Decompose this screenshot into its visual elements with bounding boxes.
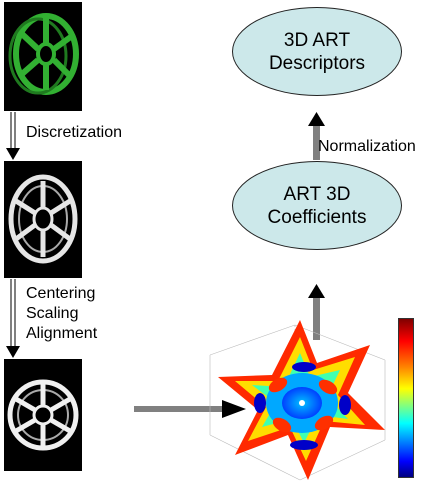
aligned-wheel-image	[4, 359, 82, 471]
normalization-label: Normalization	[318, 138, 416, 155]
coefficients-line-2: Coefficients	[267, 206, 367, 228]
to-plot-arrow	[134, 400, 246, 418]
star-surface	[218, 320, 385, 480]
art-coefficients-node: ART 3D Coefficients	[232, 161, 402, 250]
discretization-label: Discretization	[26, 124, 123, 141]
normalization-arrow	[308, 112, 325, 160]
to-coefficients-arrow	[308, 284, 325, 340]
centering-label: Centering	[26, 285, 96, 302]
centering-arrow	[6, 279, 20, 358]
art-3d-surface-plot	[209, 320, 386, 481]
art-descriptors-node: 3D ART Descriptors	[232, 7, 402, 96]
discretized-wheel-image	[4, 161, 82, 278]
coefficients-line-1: ART 3D	[283, 183, 351, 205]
alignment-label: Alignment	[26, 325, 98, 342]
raw-wheel-model-image	[4, 2, 82, 111]
scaling-label: Scaling	[26, 305, 79, 322]
discretization-arrow	[6, 112, 20, 160]
colorbar	[398, 318, 414, 478]
descriptors-line-2: Descriptors	[268, 52, 366, 74]
plot-axes-box	[209, 324, 386, 481]
descriptors-line-1: 3D ART	[283, 29, 351, 51]
